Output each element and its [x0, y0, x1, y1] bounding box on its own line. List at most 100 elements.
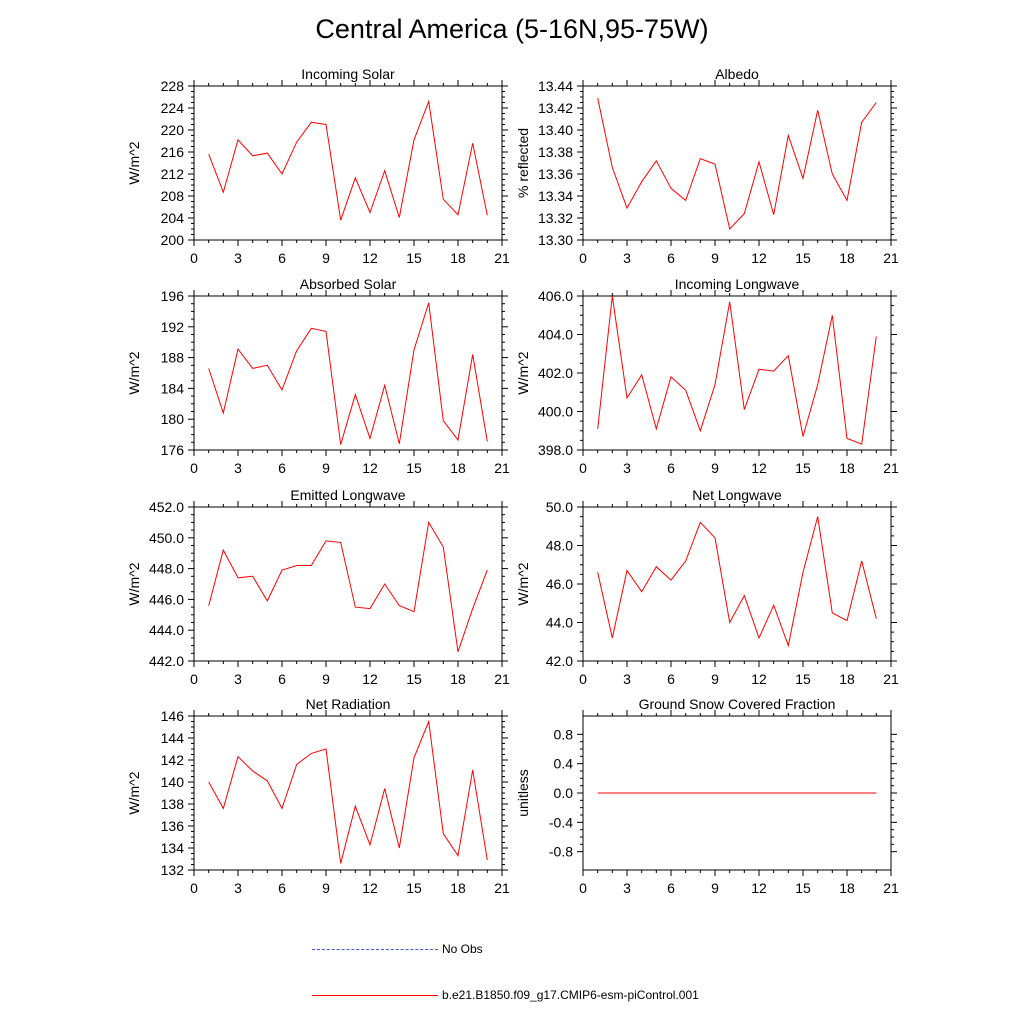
series-line: [597, 295, 877, 445]
y-tick-label: 398.0: [538, 442, 573, 458]
y-tick-label: 13.32: [538, 210, 573, 226]
y-tick-label: 44.0: [546, 615, 573, 631]
x-tick-label: 15: [795, 671, 811, 687]
y-tick-label: 144: [161, 730, 185, 746]
x-tick-label: 6: [278, 671, 286, 687]
x-tick-label: 15: [406, 671, 422, 687]
x-tick-label: 15: [406, 250, 422, 266]
y-tick-label: 180: [161, 411, 185, 427]
y-tick-label: 46.0: [546, 576, 573, 592]
x-tick-label: 12: [362, 460, 378, 476]
x-tick-label: 3: [623, 250, 631, 266]
y-axis-label: W/m^2: [126, 771, 142, 814]
series-line: [208, 99, 488, 221]
x-tick-label: 6: [278, 880, 286, 896]
y-tick-label: 200: [161, 232, 185, 248]
x-tick-label: 3: [623, 671, 631, 687]
x-tick-label: 9: [322, 250, 330, 266]
y-tick-label: 13.44: [538, 78, 573, 94]
series-line: [597, 97, 877, 231]
x-tick-label: 21: [883, 250, 899, 266]
y-tick-label: 216: [161, 144, 185, 160]
y-tick-label: 450.0: [149, 530, 184, 546]
y-tick-label: 442.0: [149, 653, 184, 669]
x-tick-label: 18: [450, 250, 466, 266]
legend-label-obs: No Obs: [442, 942, 483, 956]
panel-title: Ground Snow Covered Fraction: [639, 696, 836, 712]
series-line: [208, 302, 488, 445]
x-tick-label: 21: [883, 880, 899, 896]
y-tick-label: 146: [161, 708, 185, 724]
y-tick-label: 452.0: [149, 499, 184, 515]
y-axis-label: % reflected: [515, 128, 531, 198]
legend-swatch-model: [312, 995, 438, 996]
x-tick-label: 21: [883, 671, 899, 687]
y-tick-label: 13.38: [538, 144, 573, 160]
x-tick-label: 12: [362, 250, 378, 266]
x-tick-label: 12: [751, 671, 767, 687]
plot-frame: [193, 715, 503, 871]
x-tick-label: 18: [450, 460, 466, 476]
y-tick-label: 134: [161, 840, 185, 856]
x-tick-label: 0: [190, 671, 198, 687]
panel-1: Incoming SolarW/m^2200204208212216220224…: [126, 66, 510, 266]
y-tick-label: 220: [161, 122, 185, 138]
y-tick-label: 42.0: [546, 653, 573, 669]
y-tick-label: 404.0: [538, 327, 573, 343]
x-tick-label: 3: [234, 250, 242, 266]
x-tick-label: 0: [190, 880, 198, 896]
y-tick-label: 132: [161, 862, 185, 878]
y-tick-label: 444.0: [149, 622, 184, 638]
y-axis-label: W/m^2: [515, 562, 531, 605]
x-tick-label: 9: [711, 250, 719, 266]
y-tick-label: 406.0: [538, 288, 573, 304]
x-tick-label: 18: [450, 880, 466, 896]
y-tick-label: 446.0: [149, 591, 184, 607]
legend-swatch-obs: [312, 949, 438, 950]
y-axis-label: W/m^2: [126, 351, 142, 394]
y-tick-label: 13.34: [538, 188, 573, 204]
panel-7: Net Radiation W/m^2 132 134 136 138 140 142 144 1…: [126, 696, 510, 896]
y-tick-label: 176: [161, 442, 185, 458]
y-tick-label: 400.0: [538, 404, 573, 420]
x-tick-label: 9: [322, 880, 330, 896]
x-tick-label: 0: [190, 250, 198, 266]
x-tick-label: 6: [278, 460, 286, 476]
panel-title: Absorbed Solar: [300, 276, 397, 292]
x-tick-label: 18: [839, 460, 855, 476]
y-tick-label: 212: [161, 166, 185, 182]
panel-2: Albedo % reflected 13.30 13.32 13.34 13.36 13.…: [515, 66, 899, 266]
series-line: [208, 719, 488, 864]
x-tick-label: 21: [494, 460, 510, 476]
x-tick-label: 12: [751, 250, 767, 266]
x-tick-label: 18: [839, 671, 855, 687]
y-tick-label: 448.0: [149, 561, 184, 577]
x-tick-label: 18: [839, 880, 855, 896]
x-tick-label: 3: [234, 460, 242, 476]
x-tick-label: 3: [234, 880, 242, 896]
y-tick-label: 48.0: [546, 538, 573, 554]
x-tick-label: 0: [579, 460, 587, 476]
y-tick-label: 13.30: [538, 232, 573, 248]
panel-title: Net Longwave: [692, 487, 782, 503]
y-tick-label: 204: [161, 210, 185, 226]
y-axis-label: unitless: [515, 769, 531, 816]
x-tick-label: 18: [450, 671, 466, 687]
x-tick-label: 9: [322, 671, 330, 687]
legend-label-model: b.e21.B1850.f09_g17.CMIP6-esm-piControl.…: [442, 988, 699, 1002]
x-tick-label: 9: [711, 460, 719, 476]
y-tick-label: 138: [161, 796, 185, 812]
x-tick-label: 6: [278, 250, 286, 266]
y-tick-label: 140: [161, 774, 185, 790]
x-tick-label: 21: [494, 671, 510, 687]
x-tick-label: 6: [667, 880, 675, 896]
panel-title: Incoming Solar: [301, 66, 395, 82]
series-line: [208, 520, 488, 652]
panel-6: Net Longwave W/m^2 42.0 44.0 46.0 48.0 50.0 0 3 6…: [515, 487, 899, 687]
x-tick-label: 3: [623, 460, 631, 476]
y-tick-label: 188: [161, 350, 185, 366]
y-tick-label: 50.0: [546, 499, 573, 515]
y-tick-label: 228: [161, 78, 185, 94]
x-tick-label: 21: [494, 880, 510, 896]
y-tick-label: 184: [161, 380, 185, 396]
